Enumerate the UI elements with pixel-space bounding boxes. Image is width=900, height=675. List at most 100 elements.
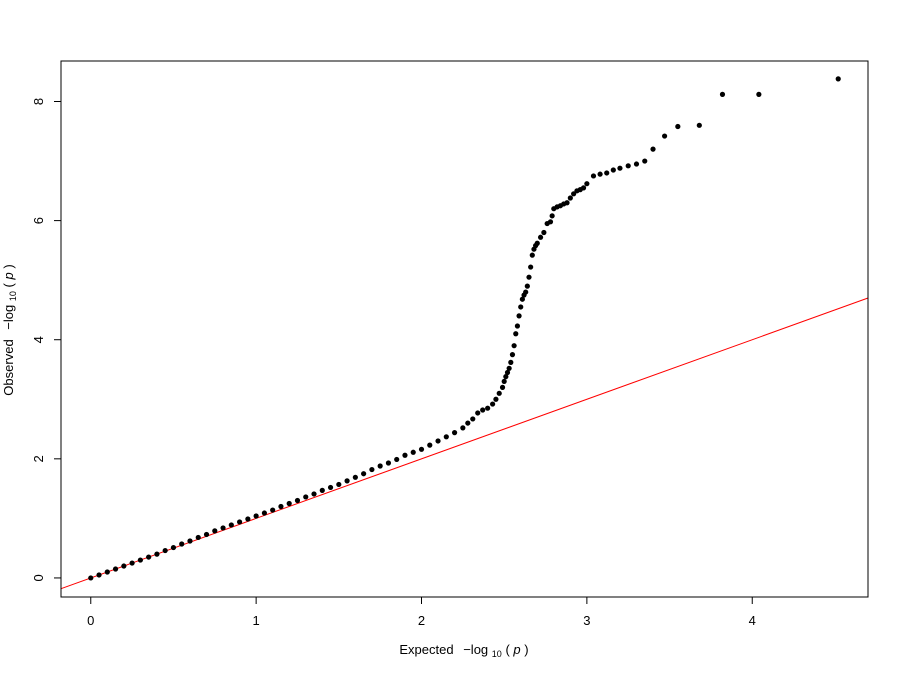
data-point <box>625 163 631 169</box>
x-label-open: ( <box>505 642 510 657</box>
data-point <box>96 572 102 578</box>
data-point <box>319 487 325 493</box>
data-point <box>203 531 210 538</box>
data-point <box>719 91 726 97</box>
data-point <box>529 252 535 258</box>
data-point <box>394 456 400 463</box>
data-point <box>610 167 616 173</box>
y-axis: 0 2 4 6 8 <box>31 98 62 582</box>
data-point <box>369 466 375 473</box>
data-point <box>547 219 554 225</box>
data-point <box>311 491 317 497</box>
data-point <box>534 240 540 246</box>
data-point <box>465 420 471 426</box>
data-point <box>511 343 517 349</box>
x-axis-label: Expected −log 10 ( p ) <box>399 642 528 660</box>
x-label-sub: 10 <box>492 649 502 659</box>
data-point <box>537 234 544 240</box>
data-point <box>604 170 610 176</box>
data-point <box>253 513 259 519</box>
x-label-close: ) <box>524 642 528 657</box>
y-label-prefix: Observed <box>1 339 16 395</box>
data-point <box>385 460 392 466</box>
data-point <box>580 185 587 191</box>
data-point <box>633 161 640 167</box>
data-point <box>503 374 509 380</box>
data-point <box>294 497 301 504</box>
y-label-close: ) <box>1 264 16 268</box>
plot-frame <box>60 60 869 598</box>
data-point <box>418 446 425 452</box>
data-point <box>344 478 350 484</box>
data-point <box>514 323 521 329</box>
data-point <box>410 449 416 455</box>
data-point <box>286 500 292 507</box>
data-point <box>519 296 525 302</box>
data-point <box>278 503 284 510</box>
data-point <box>564 200 570 206</box>
data-point <box>327 484 334 491</box>
data-point <box>137 557 143 563</box>
data-point <box>516 313 522 319</box>
reference-line <box>60 297 869 590</box>
data-point <box>228 522 234 528</box>
data-point <box>443 434 449 440</box>
x-tick-label: 1 <box>253 613 260 628</box>
data-point <box>352 474 358 480</box>
data-point <box>245 516 251 522</box>
data-point <box>493 396 499 402</box>
data-point <box>567 195 573 201</box>
data-point <box>88 575 94 581</box>
data-point <box>571 191 577 197</box>
data-point <box>336 481 342 488</box>
data-point <box>187 538 193 544</box>
y-label-open: ( <box>1 282 16 287</box>
points-layer <box>88 76 841 581</box>
data-point <box>480 407 486 413</box>
data-point <box>361 471 367 477</box>
data-point <box>435 438 441 444</box>
data-point <box>506 365 512 371</box>
data-point <box>590 173 597 179</box>
data-point <box>584 181 590 187</box>
data-point <box>485 405 491 411</box>
data-point <box>509 352 516 358</box>
data-point <box>835 76 841 82</box>
y-label-func: −log <box>1 305 16 330</box>
data-point <box>513 331 519 337</box>
data-point <box>460 425 466 431</box>
data-point <box>104 569 110 575</box>
data-point <box>261 510 268 516</box>
data-point <box>451 430 458 436</box>
data-point <box>220 525 226 531</box>
x-tick-label: 4 <box>749 613 756 628</box>
y-label-var: p <box>1 272 16 280</box>
data-point <box>162 547 168 554</box>
data-point <box>518 304 524 310</box>
data-point <box>617 165 623 171</box>
data-point <box>508 359 514 365</box>
data-point <box>121 563 127 569</box>
data-point <box>549 213 555 219</box>
data-point <box>402 452 408 458</box>
data-point <box>303 494 309 500</box>
data-point <box>129 560 135 566</box>
data-point <box>270 507 276 513</box>
x-label-func: −log <box>463 642 488 657</box>
y-tick-label: 8 <box>31 98 46 105</box>
data-point <box>696 122 702 128</box>
data-point <box>475 410 481 416</box>
data-point <box>501 378 507 385</box>
data-point <box>236 519 243 525</box>
data-point <box>212 528 218 534</box>
data-point <box>524 283 530 289</box>
data-point <box>490 401 496 407</box>
data-point <box>675 123 681 130</box>
data-point <box>195 534 201 541</box>
data-point <box>170 544 177 551</box>
y-tick-label: 2 <box>31 455 46 462</box>
data-point <box>427 442 433 448</box>
x-label-var: p <box>512 642 520 657</box>
x-tick-label: 3 <box>583 613 590 628</box>
x-label-prefix: Expected <box>399 642 453 657</box>
